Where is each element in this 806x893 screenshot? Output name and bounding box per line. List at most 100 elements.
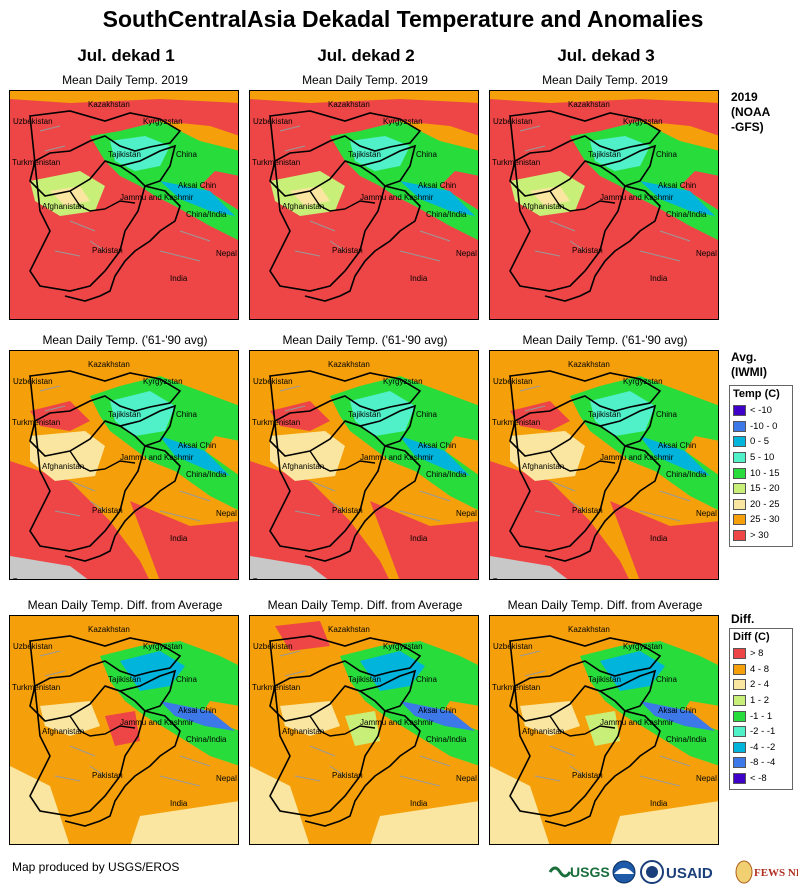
map-labels: Kazakhstan Uzbekistan Kyrgyzstan Tajikistan… bbox=[492, 360, 717, 579]
map-label-aksai_chin: Aksai Chin bbox=[658, 441, 696, 450]
diff-legend-label: -1 - 1 bbox=[750, 710, 773, 722]
temp-legend-item: 25 - 30 bbox=[733, 512, 790, 528]
map-label-china: China bbox=[176, 675, 197, 684]
map-label-turkmenistan: Turkmenistan bbox=[252, 158, 300, 167]
map-label-pakistan: Pakistan bbox=[92, 246, 123, 255]
map-label-afghanistan: Afghanistan bbox=[282, 462, 324, 471]
temp-legend-label: 0 - 5 bbox=[750, 436, 770, 448]
map-label-nepal: Nepal bbox=[696, 509, 717, 518]
map-panel-avg-dekad-2: Kazakhstan Uzbekistan Kyrgyzstan Tajikistan… bbox=[249, 350, 479, 580]
map-label-jammu_kashmir: Jammu and Kashmir bbox=[120, 193, 194, 202]
map-label-pakistan: Pakistan bbox=[92, 506, 123, 515]
map-label-turkmenistan: Turkmenistan bbox=[12, 418, 60, 427]
map-panel-diff-dekad-3: Kazakhstan Uzbekistan Kyrgyzstan Tajikistan… bbox=[489, 615, 719, 845]
map-label-nepal: Nepal bbox=[456, 774, 477, 783]
temp-legend-swatch bbox=[733, 483, 746, 495]
temp-legend-item: 15 - 20 bbox=[733, 481, 790, 497]
map-label-china: China bbox=[656, 150, 677, 159]
map-image: Kazakhstan Uzbekistan Kyrgyzstan Tajikistan… bbox=[250, 616, 478, 844]
map-label-tajikistan: Tajikistan bbox=[348, 410, 381, 419]
subtitle-current-3: Mean Daily Temp. 2019 bbox=[542, 73, 668, 87]
map-image: Kazakhstan Uzbekistan Kyrgyzstan Tajikistan… bbox=[490, 351, 718, 579]
diff-legend-item: -2 - -1 bbox=[733, 724, 790, 740]
map-shading bbox=[250, 91, 478, 240]
map-label-oman: Oman bbox=[252, 577, 274, 579]
noaa-logo bbox=[612, 860, 636, 884]
map-label-uzbekistan: Uzbekistan bbox=[253, 377, 293, 386]
temp-legend-item: 0 - 5 bbox=[733, 434, 790, 450]
map-label-tajikistan: Tajikistan bbox=[588, 410, 621, 419]
temp-legend-label: -10 - 0 bbox=[750, 420, 778, 432]
map-label-jammu_kashmir: Jammu and Kashmir bbox=[360, 193, 434, 202]
temp-legend-item: 5 - 10 bbox=[733, 450, 790, 466]
map-label-nepal: Nepal bbox=[216, 509, 237, 518]
temp-legend-swatch bbox=[733, 420, 746, 432]
map-label-turkmenistan: Turkmenistan bbox=[492, 683, 540, 692]
country-borders bbox=[269, 110, 451, 302]
map-label-aksai_chin: Aksai Chin bbox=[418, 181, 456, 190]
subtitle-avg-2: Mean Daily Temp. ('61-'90 avg) bbox=[282, 333, 448, 347]
subtitle-current-2: Mean Daily Temp. 2019 bbox=[302, 73, 428, 87]
map-label-pakistan: Pakistan bbox=[572, 246, 603, 255]
map-label-china: China bbox=[176, 410, 197, 419]
map-label-aksai_chin: Aksai Chin bbox=[178, 181, 216, 190]
map-label-pakistan: Pakistan bbox=[572, 506, 603, 515]
map-labels: Kazakhstan Uzbekistan Kyrgyzstan Tajikistan… bbox=[252, 360, 477, 579]
temp-legend-swatch bbox=[733, 452, 746, 464]
map-panel-avg-dekad-1: Kazakhstan Uzbekistan Kyrgyzstan Tajikistan… bbox=[9, 350, 239, 580]
map-label-pakistan: Pakistan bbox=[572, 771, 603, 780]
temp-legend-swatch bbox=[733, 436, 746, 448]
map-label-turkmenistan: Turkmenistan bbox=[252, 683, 300, 692]
map-label-nepal: Nepal bbox=[696, 774, 717, 783]
svg-text:USAID: USAID bbox=[666, 865, 713, 882]
map-labels: Kazakhstan Uzbekistan Kyrgyzstan Tajikistan… bbox=[492, 625, 717, 808]
country-borders bbox=[29, 110, 211, 302]
map-label-jammu_kashmir: Jammu and Kashmir bbox=[600, 718, 674, 727]
map-label-jammu_kashmir: Jammu and Kashmir bbox=[120, 453, 194, 462]
column-title-dekad-1: Jul. dekad 1 bbox=[77, 46, 175, 65]
diff-legend-item: 4 - 8 bbox=[733, 662, 790, 678]
country-borders bbox=[29, 635, 211, 827]
map-label-india: India bbox=[170, 534, 188, 543]
map-label-uzbekistan: Uzbekistan bbox=[253, 642, 293, 651]
map-label-tajikistan: Tajikistan bbox=[108, 410, 141, 419]
diff-legend-label: -8 - -4 bbox=[750, 757, 776, 769]
map-label-china: China bbox=[656, 675, 677, 684]
map-label-tajikistan: Tajikistan bbox=[348, 150, 381, 159]
subtitle-diff-3: Mean Daily Temp. Diff. from Average bbox=[507, 598, 703, 612]
map-image: Kazakhstan Uzbekistan Kyrgyzstan Tajikistan… bbox=[250, 91, 478, 319]
map-labels: Kazakhstan Uzbekistan Kyrgyzstan Tajikistan… bbox=[12, 100, 237, 283]
diff-legend-swatch bbox=[733, 726, 746, 738]
country-borders bbox=[269, 370, 451, 562]
diff-legend-label: > 8 bbox=[750, 648, 764, 660]
map-image: Kazakhstan Uzbekistan Kyrgyzstan Tajikistan… bbox=[10, 351, 238, 579]
temp-legend-label: 20 - 25 bbox=[750, 498, 780, 510]
map-label-oman: Oman bbox=[12, 577, 34, 579]
subtitle-diff-2: Mean Daily Temp. Diff. from Average bbox=[267, 598, 463, 612]
diff-legend-swatch bbox=[733, 773, 746, 785]
temp-legend-swatch bbox=[733, 467, 746, 479]
map-label-afghanistan: Afghanistan bbox=[522, 462, 564, 471]
map-label-india: India bbox=[410, 274, 428, 283]
map-labels: Kazakhstan Uzbekistan Kyrgyzstan Tajikistan… bbox=[252, 100, 477, 283]
temp-legend-item: 20 - 25 bbox=[733, 497, 790, 513]
map-labels: Kazakhstan Uzbekistan Kyrgyzstan Tajikistan… bbox=[492, 100, 717, 283]
temp-legend-swatch bbox=[733, 530, 746, 542]
temp-legend-label: 25 - 30 bbox=[750, 514, 780, 526]
map-label-aksai_chin: Aksai Chin bbox=[658, 181, 696, 190]
diff-legend-item: -1 - 1 bbox=[733, 708, 790, 724]
map-label-turkmenistan: Turkmenistan bbox=[492, 418, 540, 427]
svg-text:FEWS NET: FEWS NET bbox=[754, 867, 798, 879]
map-label-china_india: China/India bbox=[666, 735, 707, 744]
map-label-tajikistan: Tajikistan bbox=[588, 150, 621, 159]
map-label-afghanistan: Afghanistan bbox=[522, 727, 564, 736]
map-label-afghanistan: Afghanistan bbox=[42, 727, 84, 736]
map-label-uzbekistan: Uzbekistan bbox=[253, 117, 293, 126]
map-panel-diff-dekad-2: Kazakhstan Uzbekistan Kyrgyzstan Tajikistan… bbox=[249, 615, 479, 845]
map-label-jammu_kashmir: Jammu and Kashmir bbox=[600, 453, 674, 462]
map-label-china_india: China/India bbox=[666, 210, 707, 219]
temp-legend-swatch bbox=[733, 405, 746, 417]
map-label-kazakhstan: Kazakhstan bbox=[328, 625, 370, 634]
country-borders bbox=[509, 110, 691, 302]
map-label-kyrgyzstan: Kyrgyzstan bbox=[143, 642, 183, 651]
